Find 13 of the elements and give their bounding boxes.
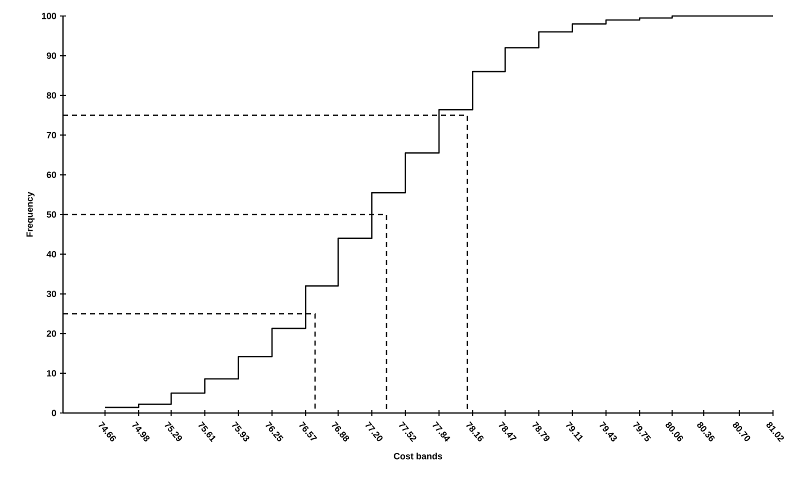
y-tick-label: 60: [46, 172, 56, 178]
y-axis-title: Frequency: [26, 192, 35, 237]
y-tick-label: 50: [46, 211, 56, 218]
x-axis-title: Cost bands: [394, 452, 442, 460]
y-tick-label: 20: [46, 330, 56, 337]
y-tick-label: 100: [42, 12, 56, 20]
y-tick-label: 80: [46, 92, 56, 99]
y-tick-label: 70: [46, 132, 56, 138]
y-tick-label: 40: [46, 251, 56, 258]
y-tick-label: 90: [46, 52, 56, 59]
y-tick-label: 10: [47, 370, 56, 376]
y-tick-label: 30: [46, 290, 56, 298]
y-tick-label: 0: [52, 410, 56, 416]
